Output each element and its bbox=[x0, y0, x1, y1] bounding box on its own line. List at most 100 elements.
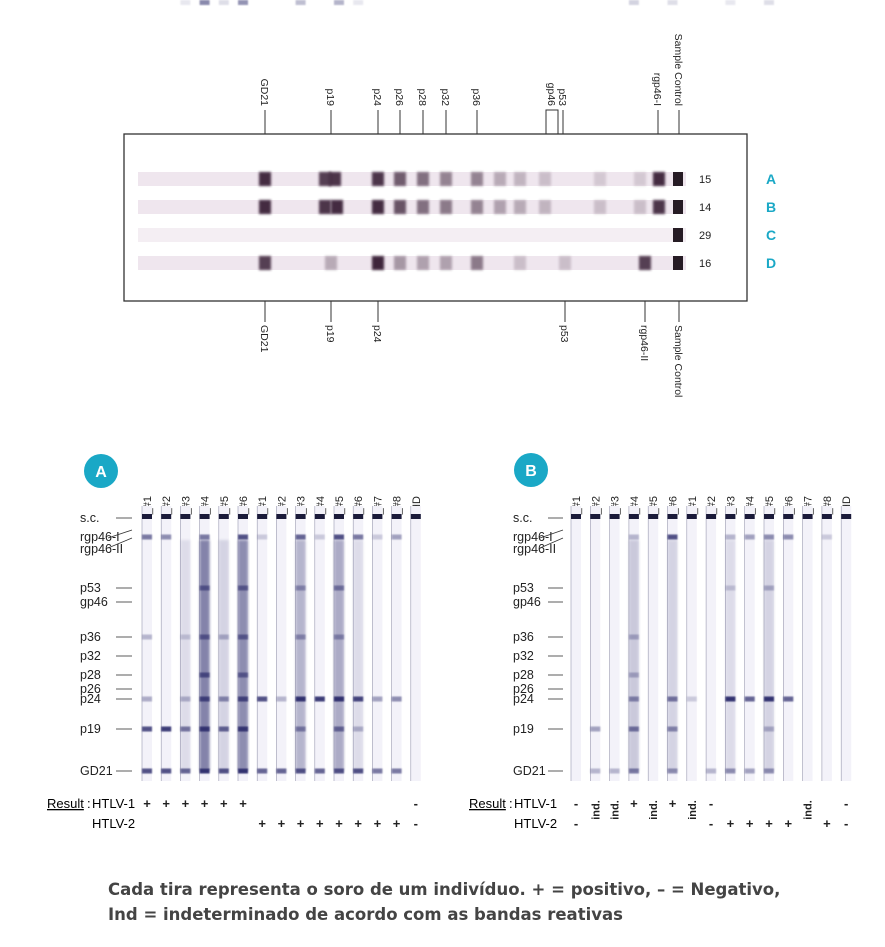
sc-band bbox=[628, 514, 639, 519]
result-value: + bbox=[374, 816, 382, 831]
sc-band bbox=[821, 514, 832, 519]
lane-band bbox=[372, 696, 383, 702]
blot-a-results: Result : HTLV-1 HTLV-2 + + + + + ++ + + + + + + +-- bbox=[47, 796, 418, 831]
lower-band-label: p24 bbox=[371, 325, 383, 343]
strip-number: 15 bbox=[699, 174, 711, 186]
strip-band bbox=[319, 172, 331, 186]
lane-strip bbox=[314, 506, 325, 781]
blot-lane bbox=[782, 506, 794, 781]
result-value: - bbox=[844, 816, 848, 831]
lane-smear bbox=[725, 540, 736, 770]
strip-band bbox=[634, 172, 646, 186]
upper-band-label: rgp46-I bbox=[651, 73, 663, 106]
lane-band bbox=[314, 534, 325, 540]
sample-control-band bbox=[673, 228, 683, 242]
badge-b bbox=[514, 453, 548, 487]
blot-lane bbox=[199, 0, 210, 781]
strip-band bbox=[259, 256, 271, 270]
lane-strip bbox=[841, 506, 852, 781]
strip-band bbox=[494, 200, 506, 214]
result-value: - bbox=[574, 816, 578, 831]
lane-band bbox=[218, 0, 229, 5]
strip-band bbox=[514, 200, 526, 214]
sc-band bbox=[238, 514, 248, 519]
strip-band bbox=[514, 256, 526, 270]
lane-smear bbox=[764, 540, 774, 770]
lane-strip bbox=[783, 506, 794, 781]
lane-band bbox=[334, 768, 344, 774]
lane-band bbox=[764, 534, 774, 540]
lane-band bbox=[276, 696, 287, 702]
lane-smear bbox=[628, 540, 639, 770]
blot-lane bbox=[314, 506, 325, 781]
lane-band bbox=[590, 726, 601, 732]
top-lower-labels: GD21 p19 p24 p53 rgp46-II Sample Control bbox=[258, 301, 684, 397]
lane-band bbox=[706, 768, 717, 774]
strip-band bbox=[394, 200, 406, 214]
lane-band bbox=[142, 726, 152, 732]
htlv2-label-a: HTLV-2 bbox=[92, 816, 135, 831]
result-value: + bbox=[258, 816, 266, 831]
result-label-a-colon: : bbox=[87, 796, 91, 811]
sc-band bbox=[257, 514, 268, 519]
lane-band bbox=[161, 726, 172, 732]
strip-letter: C bbox=[766, 227, 776, 243]
sc-band bbox=[314, 514, 325, 519]
lane-smear bbox=[180, 540, 191, 770]
result-value: + bbox=[162, 796, 170, 811]
gp46-bracket bbox=[545, 109, 559, 134]
result-value: - bbox=[414, 816, 418, 831]
lane-band bbox=[142, 696, 152, 702]
strip-band bbox=[440, 256, 452, 270]
lane-band bbox=[391, 534, 402, 540]
htlv2-label-b: HTLV-2 bbox=[514, 816, 557, 831]
blot-lane bbox=[628, 0, 639, 781]
result-label-a: Result bbox=[47, 796, 84, 811]
lane-band bbox=[199, 534, 210, 540]
top-strip-frame bbox=[123, 133, 748, 302]
lane-strip bbox=[802, 506, 813, 781]
caption-line-2: Ind = indeterminado de acordo com as ban… bbox=[108, 905, 623, 924]
strip-number: 29 bbox=[699, 230, 711, 242]
lane-band bbox=[725, 0, 736, 5]
strip-background bbox=[138, 256, 686, 270]
strip-background bbox=[138, 228, 686, 242]
caption-line-1: Cada tira representa o soro de um indiví… bbox=[108, 880, 781, 899]
blot-lane bbox=[840, 506, 852, 781]
band-label: s.c. bbox=[513, 511, 532, 525]
sc-band bbox=[334, 514, 344, 519]
blot-lane bbox=[705, 506, 717, 781]
result-value: + bbox=[316, 816, 324, 831]
lane-smear bbox=[667, 540, 678, 770]
upper-band-label: p26 bbox=[393, 88, 405, 106]
band-label: GD21 bbox=[80, 764, 113, 778]
strip-band bbox=[394, 172, 406, 186]
lane-strip bbox=[648, 506, 659, 781]
sc-band bbox=[590, 514, 601, 519]
result-label-b: Result bbox=[469, 796, 506, 811]
band-label: p28 bbox=[513, 668, 534, 682]
sc-band bbox=[410, 514, 421, 519]
result-value: ind. bbox=[590, 800, 602, 820]
lane-strip bbox=[744, 506, 755, 781]
lane-band bbox=[142, 634, 152, 640]
result-value: ind. bbox=[648, 800, 660, 820]
blot-lane bbox=[410, 506, 421, 781]
blot-b-lanes bbox=[570, 0, 852, 781]
band-label: p36 bbox=[80, 630, 101, 644]
result-value: + bbox=[239, 796, 247, 811]
lane-band bbox=[667, 534, 678, 540]
lane-band bbox=[686, 696, 697, 702]
lane-strip bbox=[142, 506, 152, 781]
strip-band bbox=[639, 256, 651, 270]
sc-band bbox=[686, 514, 697, 519]
result-value: + bbox=[354, 816, 362, 831]
lane-strip bbox=[410, 506, 421, 781]
band-label: p19 bbox=[513, 722, 534, 736]
result-value: - bbox=[414, 796, 418, 811]
badge-a bbox=[84, 454, 118, 488]
figure-caption: Cada tira representa o soro de um indiví… bbox=[108, 877, 808, 927]
lane-strip bbox=[609, 506, 620, 781]
lane-smear bbox=[238, 540, 248, 770]
